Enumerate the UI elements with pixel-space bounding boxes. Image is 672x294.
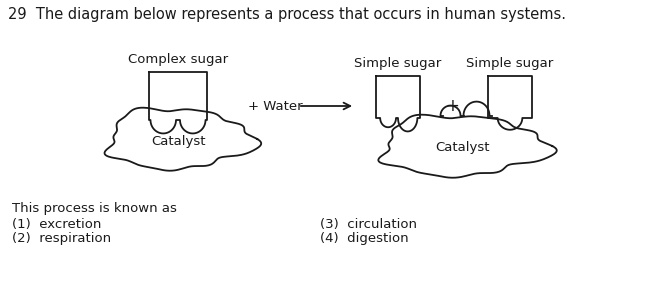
Text: Catalyst: Catalyst (435, 141, 489, 155)
Text: This process is known as: This process is known as (12, 202, 177, 215)
Text: 29  The diagram below represents a process that occurs in human systems.: 29 The diagram below represents a proces… (8, 7, 566, 22)
Text: Simple sugar: Simple sugar (466, 57, 554, 70)
Text: (1)  excretion: (1) excretion (12, 218, 101, 231)
Text: + Water: + Water (248, 99, 302, 113)
Text: Catalyst: Catalyst (151, 134, 205, 148)
Text: (4)  digestion: (4) digestion (320, 232, 409, 245)
Text: Complex sugar: Complex sugar (128, 53, 228, 66)
Text: Simple sugar: Simple sugar (354, 57, 442, 70)
Text: (2)  respiration: (2) respiration (12, 232, 111, 245)
Text: (3)  circulation: (3) circulation (320, 218, 417, 231)
Text: +: + (445, 97, 459, 115)
